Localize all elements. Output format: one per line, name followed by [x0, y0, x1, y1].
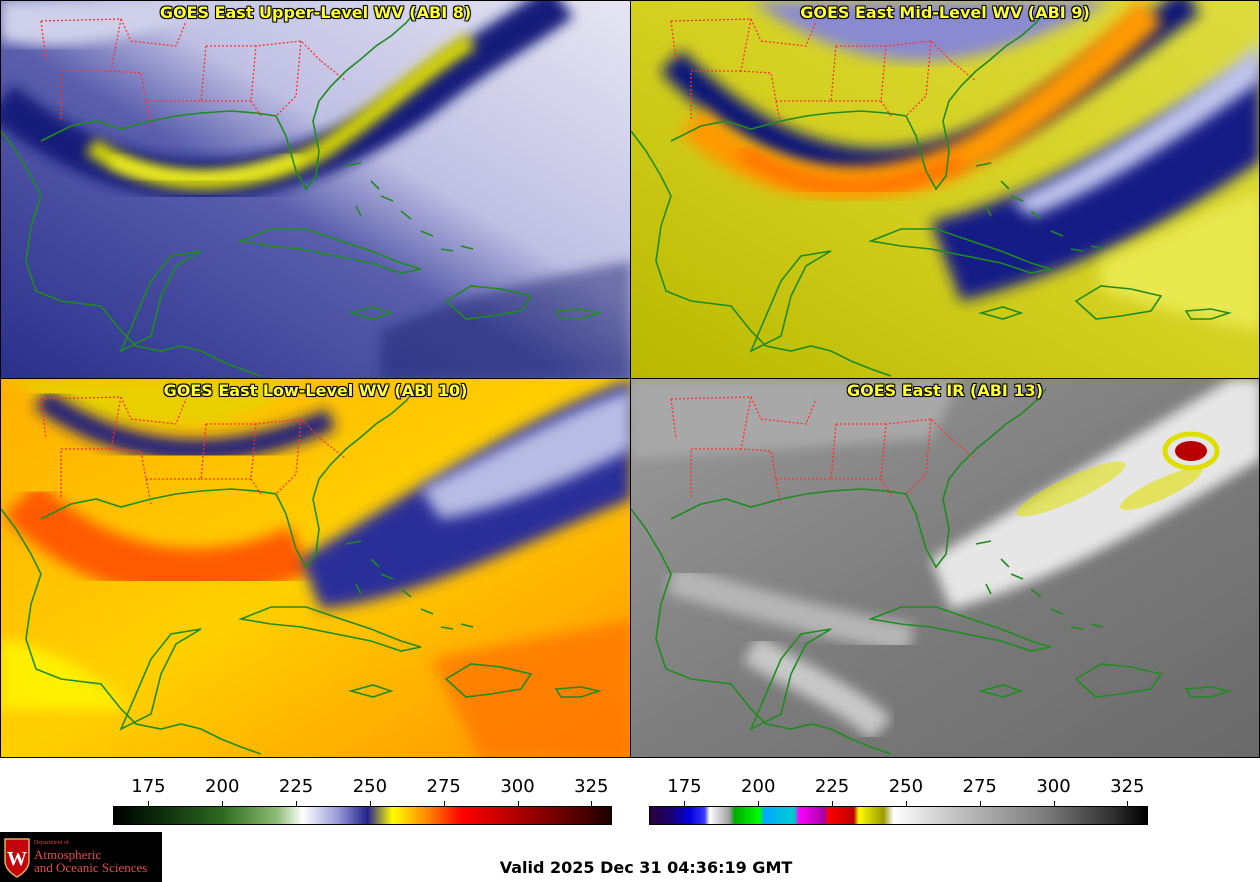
colorbar-tick-label: 225 — [278, 776, 314, 797]
wv-colorbar — [113, 806, 612, 825]
colorbar-tick-mark — [979, 801, 981, 806]
uw-crest-icon: W — [4, 838, 30, 878]
low-level-wv-panel: GOES East Low-Level WV (ABI 10) — [0, 378, 631, 758]
uw-aos-logo: W Department of Atmospheric and Oceanic … — [0, 832, 162, 882]
mid-level-wv-panel: GOES East Mid-Level WV (ABI 9) — [630, 0, 1260, 379]
logo-name-line2: and Oceanic Sciences — [34, 860, 148, 875]
low-level-wv-image — [1, 379, 630, 757]
colorbar-tick-label: 250 — [352, 776, 388, 797]
colorbar-tick-label: 275 — [962, 776, 997, 797]
colorbar-tick-mark — [905, 801, 907, 806]
colorbar-tick-label: 200 — [741, 776, 776, 797]
colorbar-tick-mark — [832, 801, 834, 806]
colorbar-tick-label: 175 — [667, 776, 702, 797]
colorbar-tick-mark — [1053, 801, 1055, 806]
upper-level-wv-image — [1, 1, 630, 378]
logo-department: Department of — [34, 840, 69, 846]
ir-colorbar-ticks: 175 200 225 250 275 300 325 — [649, 776, 1148, 798]
colorbar-tick-mark — [591, 801, 593, 806]
ir-colorbar — [649, 806, 1148, 825]
logo-name: Atmospheric and Oceanic Sciences — [34, 848, 147, 874]
colorbar-tick-mark — [443, 801, 445, 806]
mid-level-wv-image — [631, 1, 1259, 378]
colorbar-tick-label: 325 — [574, 776, 609, 797]
colorbar-tick-mark — [684, 801, 686, 806]
colorbar-tick-label: 325 — [1110, 776, 1145, 797]
colorbar-tick-mark — [1127, 801, 1129, 806]
upper-level-wv-title: GOES East Upper-Level WV (ABI 8) — [159, 3, 472, 22]
svg-text:W: W — [7, 848, 27, 870]
colorbar-tick-label: 200 — [205, 776, 240, 797]
mid-level-wv-title: GOES East Mid-Level WV (ABI 9) — [800, 3, 1090, 22]
upper-level-wv-panel: GOES East Upper-Level WV (ABI 8) — [0, 0, 631, 379]
ir-title: GOES East IR (ABI 13) — [846, 381, 1044, 400]
colorbar-tick-label: 175 — [131, 776, 166, 797]
colorbar-tick-label: 300 — [1036, 776, 1071, 797]
colorbar-tick-mark — [517, 801, 519, 806]
wv-colorbar-tickmarks — [113, 801, 612, 806]
colorbar-tick-label: 250 — [888, 776, 924, 797]
ir-image — [631, 379, 1259, 757]
colorbar-tick-mark — [222, 801, 224, 806]
colorbar-tick-mark — [148, 801, 150, 806]
colorbar-tick-mark — [296, 801, 298, 806]
colorbar-tick-mark — [369, 801, 371, 806]
colorbar-tick-label: 275 — [426, 776, 461, 797]
colorbar-tick-mark — [758, 801, 760, 806]
wv-colorbar-ticks: 175 200 225 250 275 300 325 — [113, 776, 612, 798]
ir-colorbar-tickmarks — [649, 801, 1148, 806]
logo-name-line1: Atmospheric — [34, 847, 102, 862]
ir-panel: GOES East IR (ABI 13) — [630, 378, 1260, 758]
colorbar-tick-label: 300 — [500, 776, 535, 797]
valid-time: Valid 2025 Dec 31 04:36:19 GMT — [499, 858, 793, 877]
low-level-wv-title: GOES East Low-Level WV (ABI 10) — [163, 381, 468, 400]
colorbar-tick-label: 225 — [814, 776, 850, 797]
